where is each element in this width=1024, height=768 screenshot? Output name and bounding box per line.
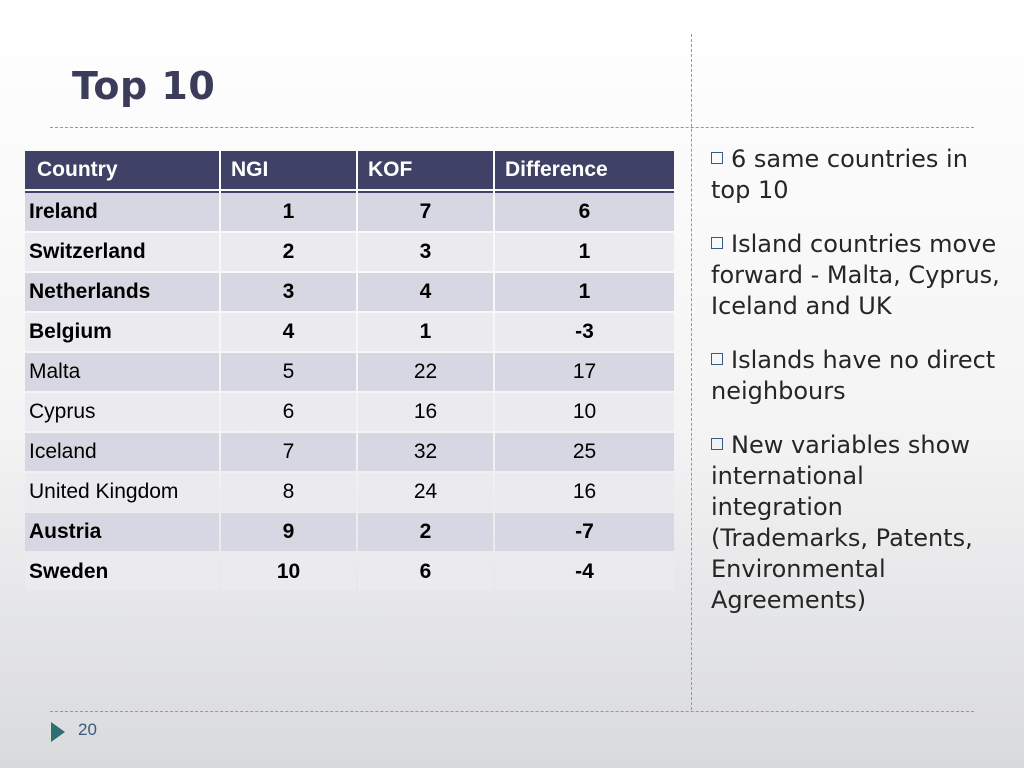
ngi-cell: 6 <box>221 393 356 431</box>
difference-cell: 6 <box>495 191 674 231</box>
bullet-item: New variables show international integra… <box>711 430 1001 616</box>
slide-title: Top 10 <box>72 64 216 108</box>
ranking-table: Country NGI KOF Difference Ireland 1 7 6 Swi… <box>23 149 676 593</box>
kof-cell: 24 <box>358 473 493 511</box>
bullet-text: Islands have no direct neighbours <box>711 346 996 405</box>
header-divider <box>50 127 974 128</box>
difference-cell: 1 <box>495 273 674 311</box>
kof-cell: 22 <box>358 353 493 391</box>
kof-cell: 16 <box>358 393 493 431</box>
table-row: Sweden 10 6 -4 <box>25 553 674 591</box>
difference-cell: -4 <box>495 553 674 591</box>
country-cell: Austria <box>25 513 219 551</box>
header-ngi: NGI <box>221 151 356 189</box>
difference-cell: 17 <box>495 353 674 391</box>
header-country: Country <box>25 151 219 189</box>
country-cell: Switzerland <box>25 233 219 271</box>
checkbox-square-icon <box>711 438 723 450</box>
table-row: Ireland 1 7 6 <box>25 191 674 231</box>
table-body: Ireland 1 7 6 Switzerland 2 3 1 Netherlands 3 4 1 Be… <box>25 191 674 591</box>
table-header-row: Country NGI KOF Difference <box>25 151 674 189</box>
country-cell: Malta <box>25 353 219 391</box>
bullet-item: 6 same countries in top 10 <box>711 144 1001 206</box>
bullet-item: Islands have no direct neighbours <box>711 345 1001 407</box>
kof-cell: 32 <box>358 433 493 471</box>
column-divider <box>691 34 692 710</box>
table-row: Austria 9 2 -7 <box>25 513 674 551</box>
country-cell: Ireland <box>25 191 219 231</box>
page-number: 20 <box>78 720 97 739</box>
header-difference: Difference <box>495 151 674 189</box>
checkbox-square-icon <box>711 237 723 249</box>
kof-cell: 1 <box>358 313 493 351</box>
header-kof: KOF <box>358 151 493 189</box>
checkbox-square-icon <box>711 152 723 164</box>
table-row: United Kingdom 8 24 16 <box>25 473 674 511</box>
bullet-list: 6 same countries in top 10 Island countri… <box>711 144 1001 639</box>
bullet-item: Island countries move forward - Malta, C… <box>711 229 1001 322</box>
difference-cell: -7 <box>495 513 674 551</box>
difference-cell: 10 <box>495 393 674 431</box>
difference-cell: 16 <box>495 473 674 511</box>
table-row: Netherlands 3 4 1 <box>25 273 674 311</box>
ngi-cell: 9 <box>221 513 356 551</box>
kof-cell: 6 <box>358 553 493 591</box>
table-row: Belgium 4 1 -3 <box>25 313 674 351</box>
difference-cell: 25 <box>495 433 674 471</box>
country-cell: Cyprus <box>25 393 219 431</box>
country-cell: United Kingdom <box>25 473 219 511</box>
ngi-cell: 3 <box>221 273 356 311</box>
bullet-text: Island countries move forward - Malta, C… <box>711 230 1000 320</box>
kof-cell: 3 <box>358 233 493 271</box>
footer-divider <box>50 711 974 712</box>
table-row: Cyprus 6 16 10 <box>25 393 674 431</box>
play-triangle-icon <box>51 722 65 742</box>
country-cell: Netherlands <box>25 273 219 311</box>
country-cell: Sweden <box>25 553 219 591</box>
bullet-text: 6 same countries in top 10 <box>711 145 968 204</box>
table-row: Switzerland 2 3 1 <box>25 233 674 271</box>
ngi-cell: 10 <box>221 553 356 591</box>
kof-cell: 4 <box>358 273 493 311</box>
checkbox-square-icon <box>711 353 723 365</box>
kof-cell: 7 <box>358 191 493 231</box>
ngi-cell: 1 <box>221 191 356 231</box>
ngi-cell: 5 <box>221 353 356 391</box>
table-row: Malta 5 22 17 <box>25 353 674 391</box>
difference-cell: -3 <box>495 313 674 351</box>
ngi-cell: 2 <box>221 233 356 271</box>
difference-cell: 1 <box>495 233 674 271</box>
country-cell: Belgium <box>25 313 219 351</box>
country-cell: Iceland <box>25 433 219 471</box>
kof-cell: 2 <box>358 513 493 551</box>
ngi-cell: 7 <box>221 433 356 471</box>
table-row: Iceland 7 32 25 <box>25 433 674 471</box>
bullet-text: New variables show international integra… <box>711 431 973 614</box>
ngi-cell: 4 <box>221 313 356 351</box>
ngi-cell: 8 <box>221 473 356 511</box>
